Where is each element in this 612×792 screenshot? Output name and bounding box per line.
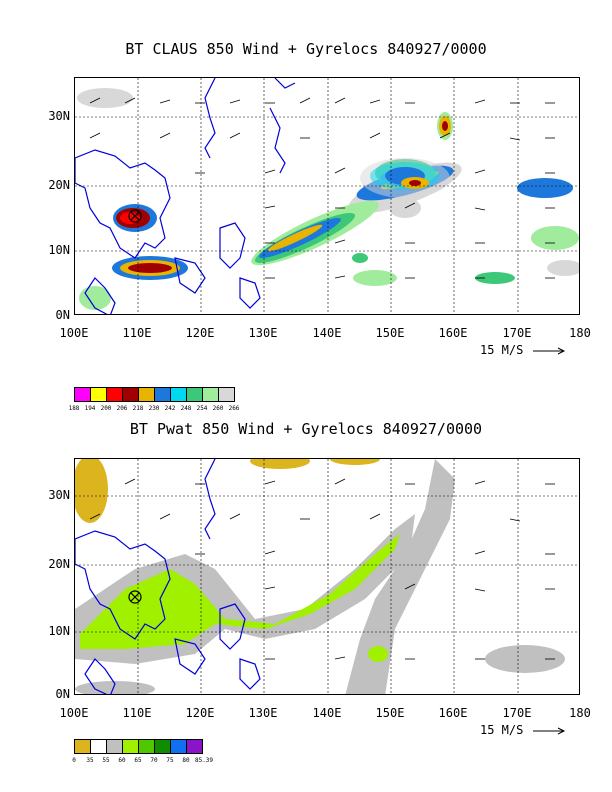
bottom-map-plot [74, 458, 580, 695]
top-x-label-170e: 170E [502, 326, 532, 340]
bottom-colorbar-box [138, 739, 155, 754]
top-x-label-130e: 130E [248, 326, 278, 340]
bottom-colorbar [74, 739, 203, 754]
top-grid-lines [75, 78, 579, 314]
bottom-x-label-140e: 140E [312, 706, 342, 720]
bottom-colorbar-box [170, 739, 187, 754]
top-panel-title: BT CLAUS 850 Wind + Gyrelocs 840927/0000 [125, 40, 487, 58]
bottom-colorbar-box [106, 739, 123, 754]
bottom-gyre-marker-icon [128, 590, 142, 604]
bottom-pwat-shading [75, 459, 565, 694]
top-colorbar-box [186, 387, 203, 402]
bottom-colorbar-box [154, 739, 171, 754]
bottom-panel-title: BT Pwat 850 Wind + Gyrelocs 840927/0000 [129, 420, 483, 438]
bottom-y-label-20n: 20N [48, 557, 70, 571]
bottom-wind-vectors [89, 478, 555, 660]
top-colorbar-box [74, 387, 91, 402]
top-colorbar [74, 387, 235, 402]
bottom-colorbar-label: 35 [86, 757, 94, 764]
top-x-label-140e: 140E [312, 326, 342, 340]
top-x-label-150e: 150E [375, 326, 405, 340]
top-vector-scale-arrow-icon [532, 347, 565, 354]
bottom-map-graphic [75, 459, 579, 694]
top-colorbar-box [90, 387, 107, 402]
top-cloud-shading [77, 88, 579, 310]
top-colorbar-label: 188 [68, 405, 80, 412]
top-colorbar-box [122, 387, 139, 402]
top-colorbar-label: 200 [100, 405, 112, 412]
bottom-colorbar-box [186, 739, 203, 754]
top-colorbar-label: 242 [164, 405, 176, 412]
top-x-label-120e: 120E [185, 326, 215, 340]
top-y-label-20n: 20N [48, 178, 70, 192]
bottom-y-label-0n: 0N [55, 687, 70, 701]
top-colorbar-box [154, 387, 171, 402]
top-colorbar-label: 260 [212, 405, 224, 412]
bottom-x-label-130e: 130E [248, 706, 278, 720]
bottom-colorbar-label: 55 [102, 757, 110, 764]
bottom-coastlines [75, 459, 261, 694]
top-colorbar-box [170, 387, 187, 402]
bottom-x-label-180: 180 [569, 706, 591, 720]
bottom-y-label-10n: 10N [48, 624, 70, 638]
bottom-colorbar-box [90, 739, 107, 754]
bottom-grid-lines [75, 459, 579, 694]
bottom-colorbar-box [122, 739, 139, 754]
top-vector-scale-label: 15 M/S [480, 343, 524, 357]
top-colorbar-label: 248 [180, 405, 192, 412]
bottom-colorbar-label: 75 [166, 757, 174, 764]
top-vector-scale: 15 M/S [480, 343, 567, 357]
top-y-label-10n: 10N [48, 243, 70, 257]
top-x-label-100e: 100E [59, 326, 89, 340]
top-colorbar-label: 254 [196, 405, 208, 412]
top-wind-vectors [89, 97, 555, 279]
bottom-x-label-120e: 120E [185, 706, 215, 720]
bottom-x-label-160e: 160E [438, 706, 468, 720]
bottom-x-label-100e: 100E [59, 706, 89, 720]
top-x-label-180: 180 [569, 326, 591, 340]
top-colorbar-label: 230 [148, 405, 160, 412]
bottom-colorbar-label: 0 [72, 757, 76, 764]
bottom-x-label-170e: 170E [502, 706, 532, 720]
top-coastlines [75, 78, 296, 314]
bottom-x-label-110e: 110E [122, 706, 152, 720]
bottom-y-label-30n: 30N [48, 488, 70, 502]
bottom-colorbar-label: 65 [134, 757, 142, 764]
bottom-colorbar-label: 85.39 [194, 757, 214, 764]
top-map-plot [74, 77, 580, 315]
bottom-colorbar-label: 70 [150, 757, 158, 764]
top-colorbar-box [202, 387, 219, 402]
top-colorbar-box [106, 387, 123, 402]
top-y-label-30n: 30N [48, 109, 70, 123]
top-x-label-110e: 110E [122, 326, 152, 340]
bottom-vector-scale-label: 15 M/S [480, 723, 524, 737]
bottom-vector-scale-arrow-icon [532, 727, 565, 734]
bottom-colorbar-labels: 0 35 55 60 65 70 75 80 85.39 [72, 757, 214, 765]
top-gyre-marker-icon [128, 209, 142, 223]
top-colorbar-label: 206 [116, 405, 128, 412]
top-colorbar-label: 218 [132, 405, 144, 412]
top-x-label-160e: 160E [438, 326, 468, 340]
bottom-vector-scale: 15 M/S [480, 723, 567, 737]
top-colorbar-label: 194 [84, 405, 96, 412]
top-map-graphic [75, 78, 579, 314]
top-colorbar-label: 266 [228, 405, 240, 412]
top-colorbar-labels: 188 194 200 206 218 230 242 248 254 260 … [69, 405, 244, 413]
top-colorbar-box [218, 387, 235, 402]
top-colorbar-box [138, 387, 155, 402]
bottom-colorbar-label: 60 [118, 757, 126, 764]
bottom-x-label-150e: 150E [375, 706, 405, 720]
bottom-colorbar-label: 80 [182, 757, 190, 764]
top-y-label-0n: 0N [55, 308, 70, 322]
bottom-colorbar-box [74, 739, 91, 754]
